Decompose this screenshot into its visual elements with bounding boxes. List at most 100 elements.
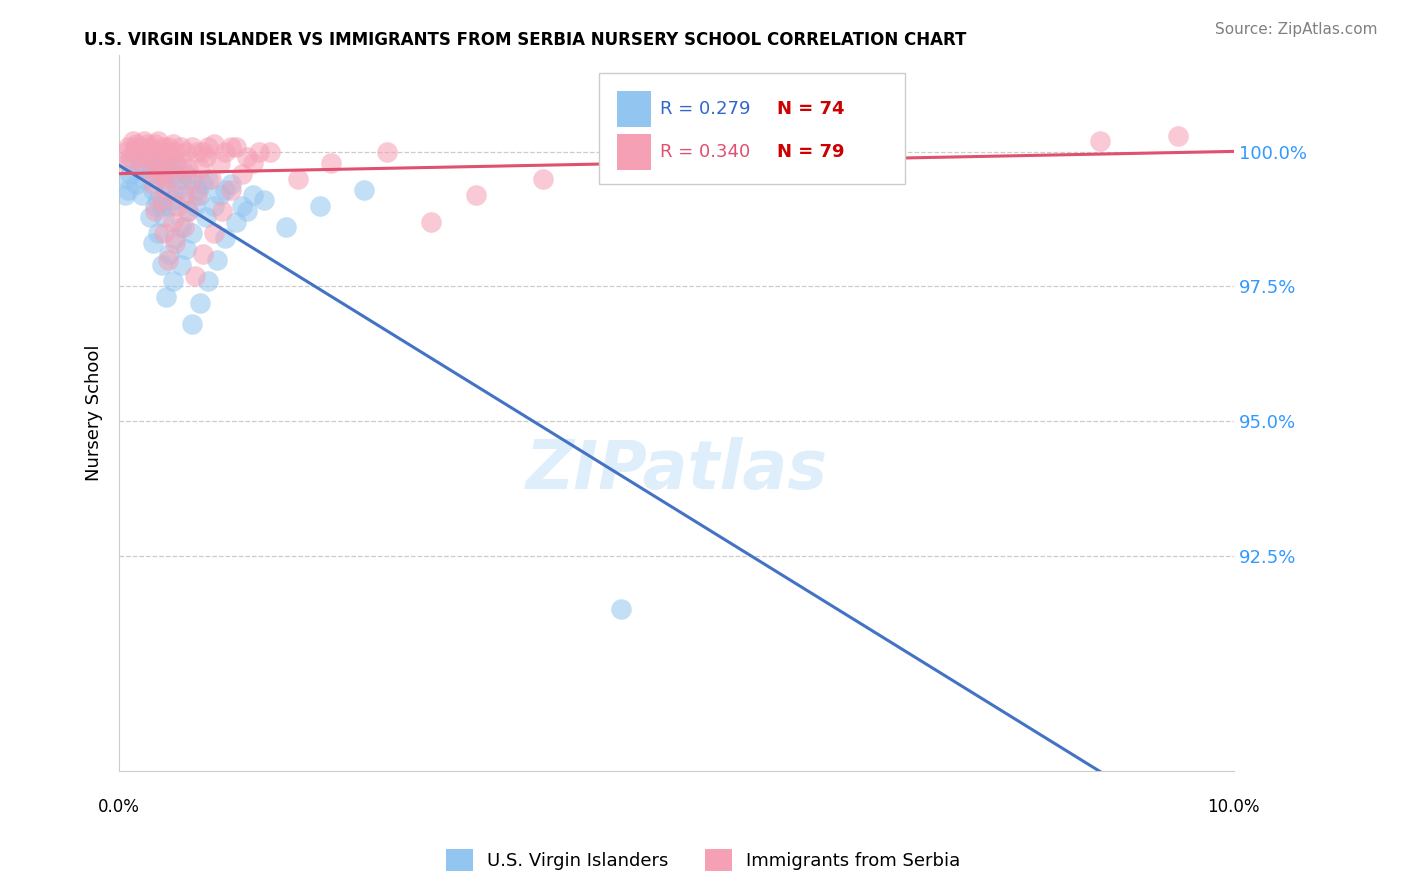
Point (721, 145, 744, 159)
Point (159, 199, 181, 213)
Point (142, 183, 165, 197)
Point (253, 194, 276, 208)
Point (202, 136, 225, 151)
Point (188, 161, 211, 175)
Point (139, 167, 162, 181)
Point (180, 139, 202, 153)
Point (136, 136, 159, 151)
Point (184, 199, 207, 213)
Point (150, 199, 173, 213)
Point (155, 183, 177, 197)
Point (259, 145, 281, 159)
Point (211, 204, 233, 219)
Point (131, 139, 153, 153)
Point (131, 150, 153, 164)
Point (177, 204, 200, 219)
Point (163, 145, 186, 159)
Point (143, 199, 166, 213)
Point (150, 194, 173, 208)
Point (231, 167, 253, 181)
Point (142, 150, 165, 164)
FancyBboxPatch shape (599, 73, 905, 184)
Point (174, 145, 197, 159)
Point (353, 183, 375, 197)
Point (117, 183, 139, 197)
Point (208, 155, 231, 169)
Point (125, 178, 148, 192)
Point (120, 150, 142, 164)
Point (120, 155, 142, 169)
Point (214, 145, 236, 159)
Text: U.S. VIRGIN ISLANDER VS IMMIGRANTS FROM SERBIA NURSERY SCHOOL CORRELATION CHART: U.S. VIRGIN ISLANDER VS IMMIGRANTS FROM … (84, 31, 967, 49)
Point (191, 178, 214, 192)
Point (214, 183, 236, 197)
Point (166, 183, 188, 197)
Point (169, 155, 191, 169)
Point (195, 210, 218, 224)
Text: R = 0.279: R = 0.279 (659, 100, 751, 118)
Point (236, 204, 259, 219)
Point (188, 188, 211, 202)
Point (121, 145, 143, 159)
Point (153, 210, 176, 224)
Point (197, 172, 219, 186)
Point (121, 134, 143, 148)
Point (136, 150, 159, 164)
Point (287, 172, 309, 186)
Point (148, 134, 170, 148)
Point (148, 161, 170, 175)
Point (214, 231, 236, 245)
Point (136, 155, 159, 169)
Point (139, 210, 162, 224)
Point (191, 145, 214, 159)
Point (319, 155, 342, 169)
Point (153, 172, 176, 186)
Point (162, 136, 184, 151)
Point (186, 145, 208, 159)
Point (219, 178, 242, 192)
Point (153, 226, 176, 240)
Point (531, 172, 554, 186)
Text: N = 74: N = 74 (778, 100, 845, 118)
Point (169, 139, 191, 153)
Point (1167, 128, 1189, 143)
Point (1088, 134, 1111, 148)
Point (142, 145, 165, 159)
Point (197, 139, 219, 153)
Point (162, 274, 184, 288)
Point (162, 194, 184, 208)
Point (186, 188, 208, 202)
Point (197, 274, 219, 288)
Point (120, 167, 142, 181)
Point (150, 258, 173, 272)
Point (169, 220, 191, 235)
Point (208, 188, 231, 202)
Point (247, 145, 270, 159)
Point (420, 215, 443, 229)
Point (150, 161, 173, 175)
Point (148, 167, 170, 181)
Point (180, 172, 202, 186)
Point (231, 199, 253, 213)
Point (242, 155, 264, 169)
Point (191, 247, 214, 261)
Point (150, 155, 173, 169)
Point (155, 161, 177, 175)
Point (225, 139, 247, 153)
Point (219, 139, 242, 153)
Point (128, 161, 150, 175)
Point (464, 188, 486, 202)
Point (180, 317, 202, 331)
Point (236, 150, 259, 164)
Point (155, 145, 177, 159)
Point (142, 178, 165, 192)
Point (177, 161, 200, 175)
Point (128, 142, 150, 156)
Point (159, 247, 181, 261)
Text: 10.0%: 10.0% (1208, 797, 1260, 815)
Point (143, 145, 166, 159)
Point (186, 183, 208, 197)
Point (155, 178, 177, 192)
Point (200, 172, 222, 186)
Point (180, 172, 202, 186)
